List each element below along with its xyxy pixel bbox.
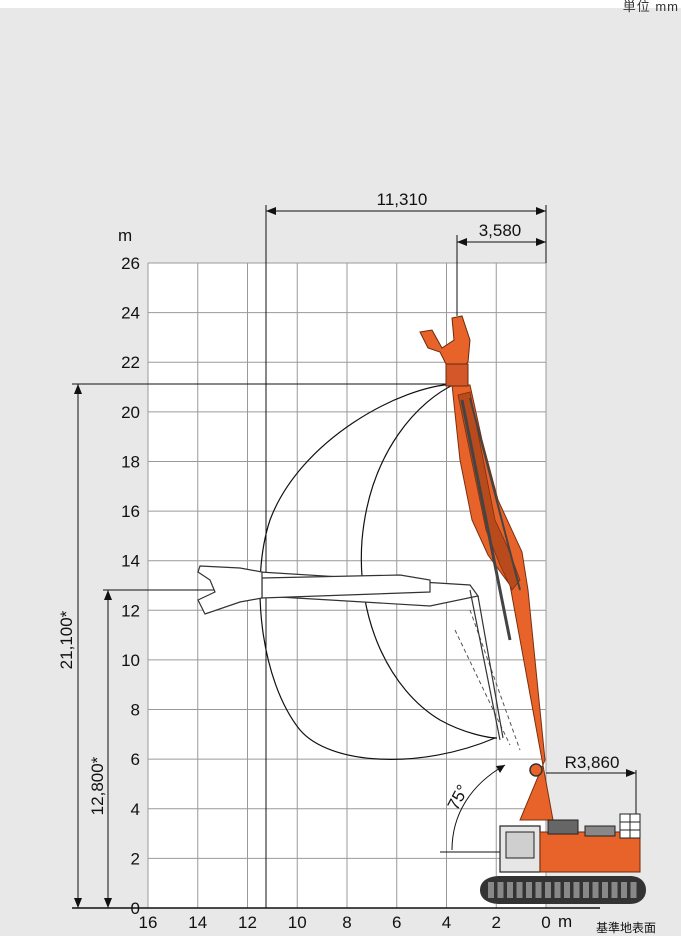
- track-pad: [592, 882, 599, 898]
- arrow-icon: [457, 238, 467, 246]
- reach-envelope-outer: [259, 383, 496, 760]
- y-tick-label: 4: [131, 800, 140, 819]
- max-reach-label: 11,310: [377, 190, 428, 209]
- y-tick-label: 26: [121, 254, 140, 273]
- x-tick-label: 16: [139, 913, 158, 932]
- arrow-icon: [536, 238, 546, 246]
- arrow-icon: [74, 384, 82, 394]
- horizontal-attachment: [197, 565, 504, 741]
- x-tick-label: 6: [392, 913, 401, 932]
- y-tick-label: 14: [121, 552, 140, 571]
- track-pad: [583, 882, 589, 898]
- y-axis-ticks: 26242220181614121086420: [121, 254, 140, 918]
- x-unit-label: m: [558, 912, 572, 931]
- y-tick-label: 12: [121, 601, 140, 620]
- track-pad: [526, 882, 532, 898]
- unit-note: 単位 mm: [622, 0, 679, 14]
- track-pad: [630, 882, 637, 898]
- y-tick-label: 8: [131, 701, 140, 720]
- track-pad: [535, 882, 542, 898]
- ground-reference-label: 基準地表面: [596, 920, 656, 935]
- track-pad: [611, 882, 618, 898]
- y-tick-label: 20: [121, 403, 140, 422]
- track-pad: [497, 882, 504, 898]
- arrow-icon: [266, 207, 276, 215]
- track-pad: [516, 882, 523, 898]
- x-tick-label: 2: [492, 913, 501, 932]
- excavator-carrier: [480, 813, 646, 904]
- arrow-icon: [536, 207, 546, 215]
- x-tick-label: 8: [342, 913, 351, 932]
- arrow-icon: [104, 898, 112, 908]
- track-pad: [554, 882, 561, 898]
- crusher-attachment-icon: [419, 315, 471, 387]
- y-tick-label: 2: [131, 849, 140, 868]
- track-pad: [545, 882, 551, 898]
- demolition-boom: [451, 384, 554, 821]
- arrow-icon: [626, 769, 636, 777]
- arrow-icon: [74, 898, 82, 908]
- height-label-high: 21,100*: [57, 610, 76, 669]
- track-pad: [564, 882, 570, 898]
- x-tick-label: 0: [541, 913, 550, 932]
- track-pad: [573, 882, 580, 898]
- tail-radius-label: R3,860: [565, 753, 620, 772]
- y-tick-label: 18: [121, 452, 140, 471]
- y-tick-label: 6: [131, 750, 140, 769]
- track-pad: [602, 882, 608, 898]
- arrow-icon: [104, 590, 112, 600]
- track-pad: [507, 882, 513, 898]
- x-tick-label: 14: [188, 913, 207, 932]
- y-tick-label: 22: [121, 353, 140, 372]
- height-label-low: 12,800*: [88, 756, 107, 815]
- y-unit-label: m: [118, 226, 132, 245]
- y-tick-label: 10: [121, 651, 140, 670]
- x-tick-label: 10: [288, 913, 307, 932]
- x-tick-label: 12: [238, 913, 257, 932]
- track-pad: [488, 882, 494, 898]
- arrow-icon: [496, 765, 505, 773]
- y-tick-label: 24: [121, 304, 140, 323]
- y-tick-label: 16: [121, 502, 140, 521]
- x-axis-ticks: 16 14 12 10 8 6 4 2 0: [139, 913, 551, 932]
- min-reach-label: 3,580: [479, 221, 522, 240]
- x-tick-label: 4: [442, 913, 451, 932]
- angle-arc: [451, 764, 506, 851]
- track-pad: [621, 882, 627, 898]
